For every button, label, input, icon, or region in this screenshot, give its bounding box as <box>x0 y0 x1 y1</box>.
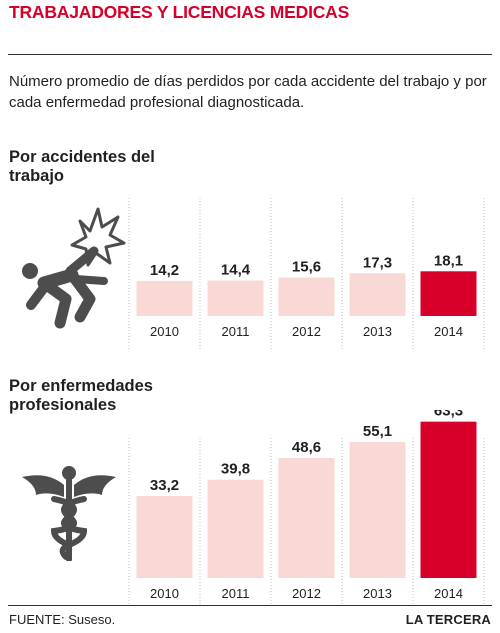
accidents-tick-label-2013: 2013 <box>363 324 392 339</box>
accidents-tick-label-2010: 2010 <box>150 324 179 339</box>
brand-label: LA TERCERA <box>405 612 491 627</box>
accidents-bar-2010 <box>136 280 193 316</box>
diseases-value-label-2010: 33,2 <box>150 477 179 494</box>
diseases-value-label-2014: 63,3 <box>434 410 463 420</box>
caduceus-icon <box>14 465 124 568</box>
diseases-bar-2013 <box>349 441 406 578</box>
accidents-bar-2011 <box>207 280 264 316</box>
diseases-section-title: Por enfermedades profesionales <box>9 377 153 414</box>
accidents-value-label-2010: 14,2 <box>150 262 179 279</box>
accidents-bar-2013 <box>349 273 406 316</box>
diseases-bar-2014 <box>420 421 477 578</box>
page-title: TRABAJADORES Y LICENCIAS MEDICAS <box>9 2 350 22</box>
accidents-value-label-2014: 18,1 <box>434 252 463 269</box>
injured-worker-icon <box>14 205 126 334</box>
accidents-value-label-2011: 14,4 <box>221 261 251 278</box>
diseases-value-label-2011: 39,8 <box>221 461 250 478</box>
accidents-bar-2012 <box>278 277 335 316</box>
accidents-chart: 14,2 2010 14,4 2011 15,6 2012 17,3 2013 18,1 2014 <box>0 198 500 350</box>
diseases-bar-2010 <box>136 495 193 578</box>
diseases-bar-2012 <box>278 457 335 578</box>
accidents-bar-2014 <box>420 271 477 316</box>
diseases-tick-label-2014: 2014 <box>434 586 463 601</box>
footer-divider <box>8 605 492 606</box>
diseases-tick-label-2011: 2011 <box>222 586 250 601</box>
diseases-chart: 33,2 2010 39,8 2011 48,6 2012 55,1 2013 63,3 2014 <box>0 410 500 604</box>
diseases-value-label-2013: 55,1 <box>363 423 392 440</box>
diseases-bar-2011 <box>207 479 264 578</box>
accidents-tick-label-2011: 2011 <box>222 324 250 339</box>
diseases-tick-label-2013: 2013 <box>363 586 392 601</box>
diseases-tick-label-2012: 2012 <box>292 586 321 601</box>
accidents-value-label-2012: 15,6 <box>292 258 321 275</box>
accidents-tick-label-2014: 2014 <box>434 324 463 339</box>
diseases-tick-label-2010: 2010 <box>150 586 179 601</box>
title-divider <box>8 54 492 55</box>
subtitle: Número promedio de días perdidos por cad… <box>9 73 487 111</box>
accidents-section-title: Por accidentes del trabajo <box>9 148 155 185</box>
accidents-tick-label-2012: 2012 <box>292 324 321 339</box>
source-note: FUENTE: Suseso. <box>9 612 116 627</box>
diseases-value-label-2012: 48,6 <box>292 439 321 456</box>
accidents-value-label-2013: 17,3 <box>363 254 392 271</box>
